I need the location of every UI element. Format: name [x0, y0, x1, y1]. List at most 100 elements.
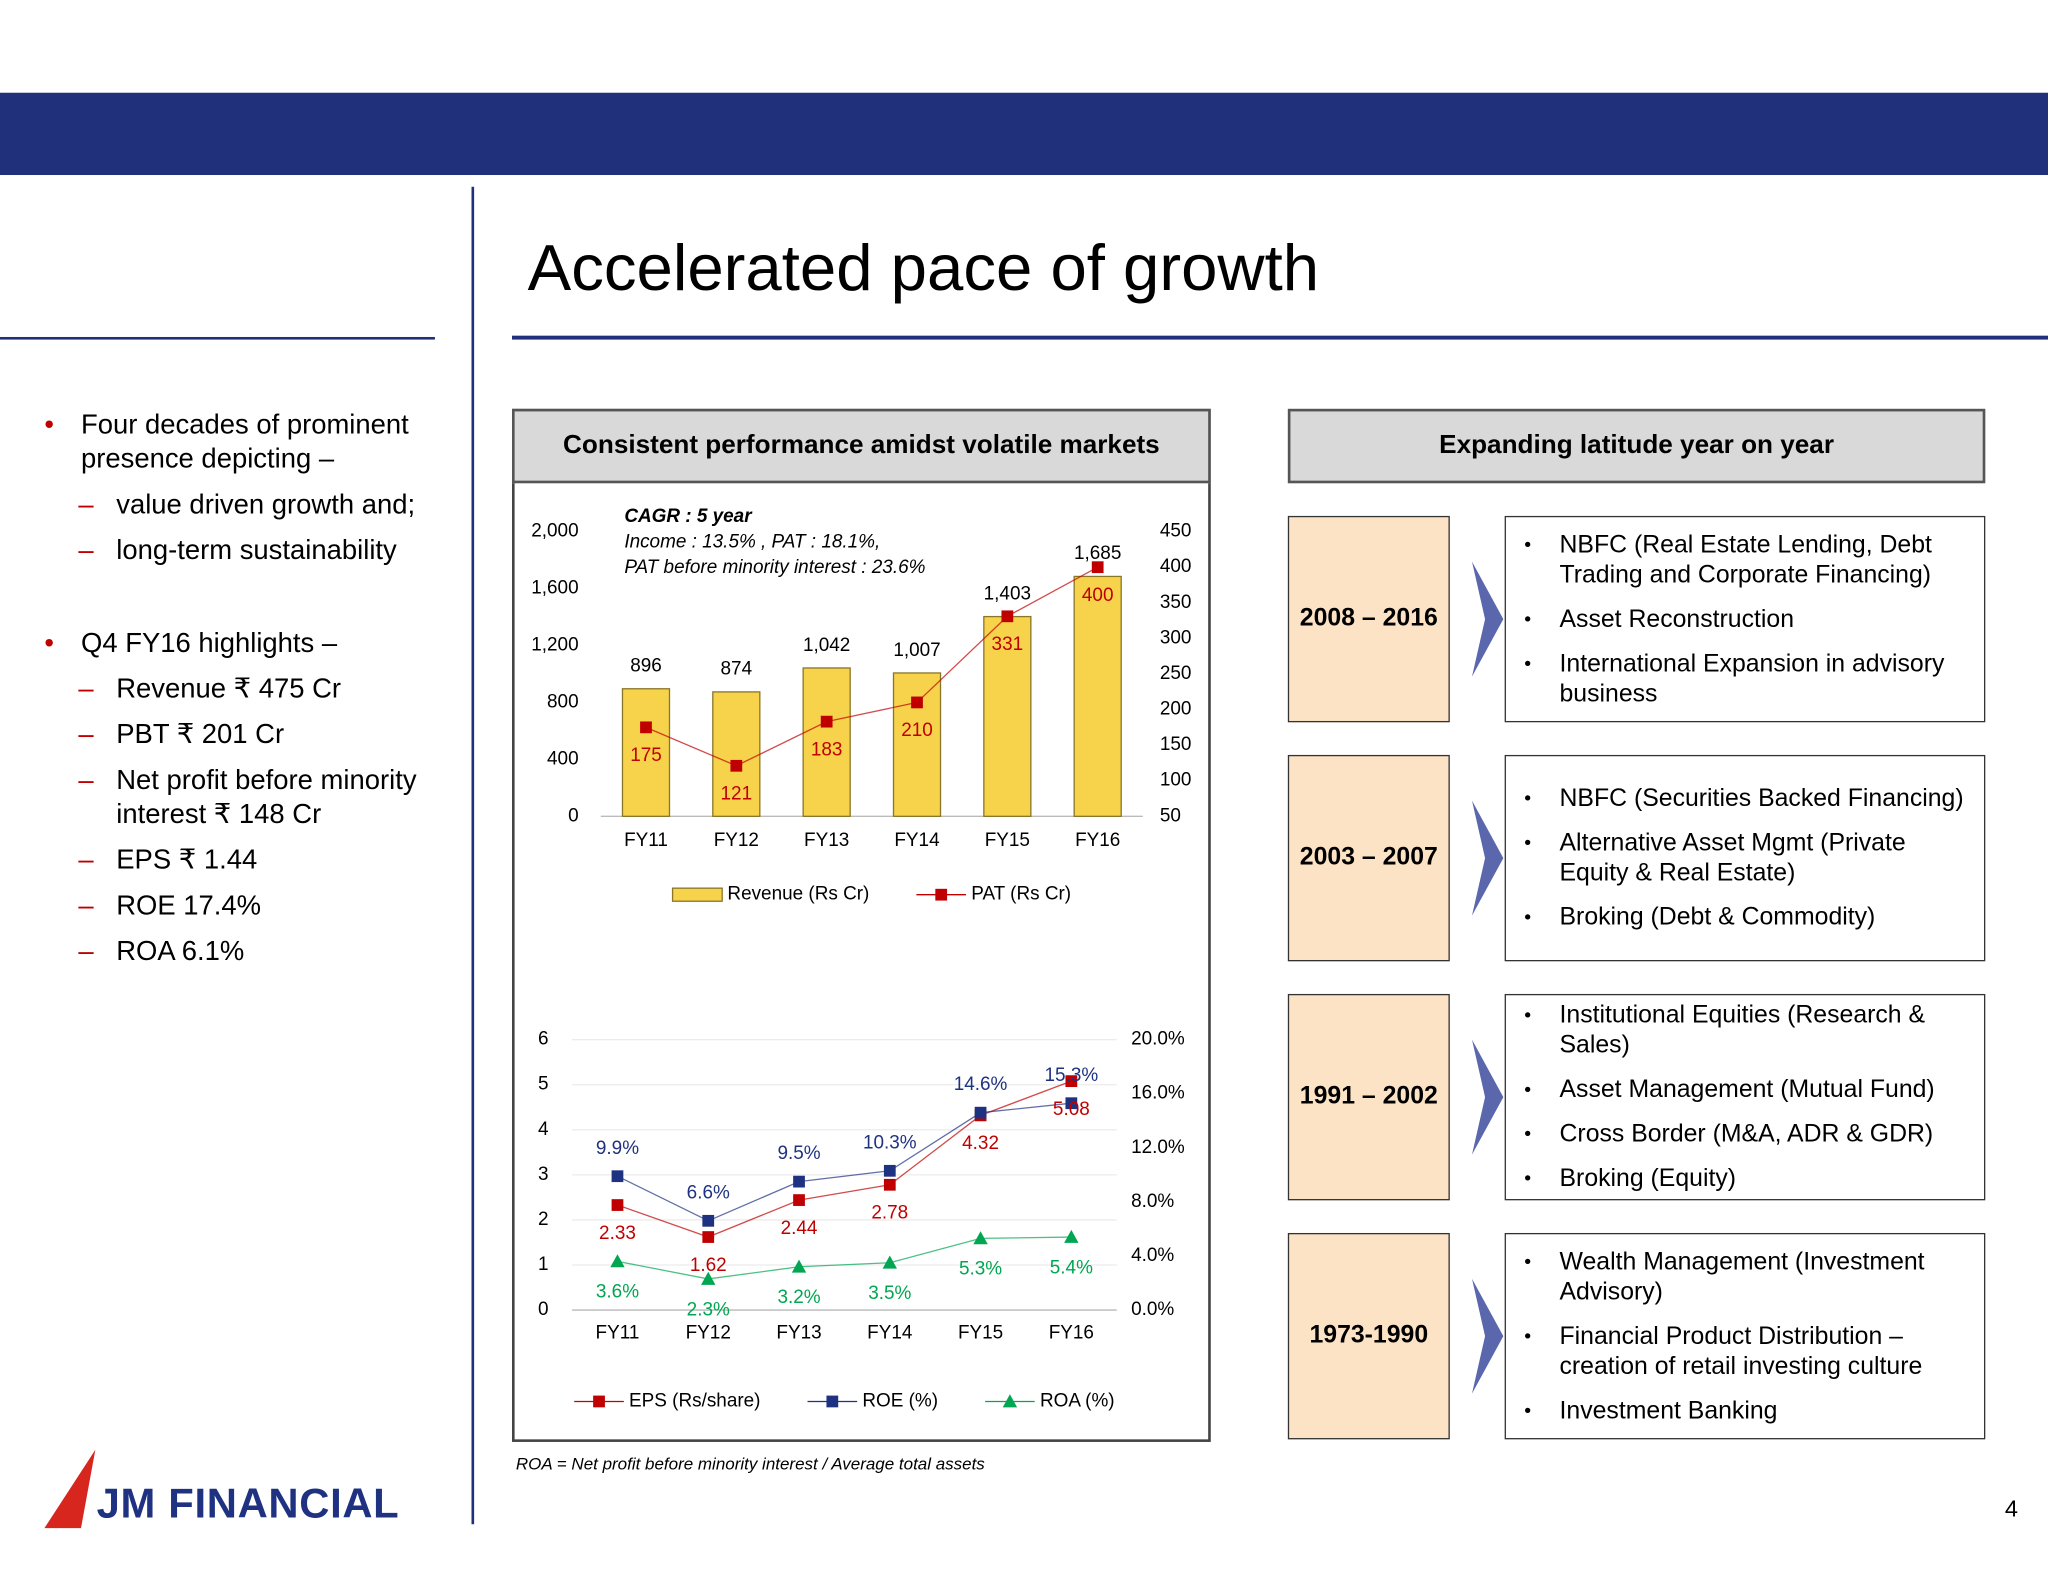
y2-tick-label: 350 [1160, 592, 1192, 613]
sub-bullet: ROE 17.4% [39, 889, 437, 923]
marker [820, 715, 833, 728]
value-label: 3.6% [596, 1282, 639, 1303]
annotation: PAT before minority interest : 23.6% [624, 557, 925, 578]
y2-tick-label: 400 [1160, 556, 1192, 577]
period-item: Wealth Management (Investment Advisory) [1506, 1247, 1968, 1307]
y-tick-label: 1,600 [531, 578, 578, 599]
marker [883, 1178, 896, 1191]
y2-tick-label: 0.0% [1131, 1299, 1174, 1320]
timeline-arrow [1471, 561, 1504, 677]
value-label: 1,007 [893, 640, 940, 661]
logo-mark [44, 1449, 96, 1529]
marker [1001, 610, 1014, 623]
y-tick-label: 5 [538, 1074, 549, 1095]
y2-tick-label: 16.0% [1131, 1083, 1185, 1104]
y-tick-label: 0 [538, 1299, 549, 1320]
y2-tick-label: 20.0% [1131, 1029, 1185, 1050]
period-item: International Expansion in advisory busi… [1506, 648, 1968, 708]
marker [593, 1395, 605, 1408]
y2-tick-label: 450 [1160, 521, 1192, 542]
marker [610, 1254, 625, 1268]
legend-label: EPS (Rs/share) [629, 1390, 760, 1411]
logo: JM FINANCIAL [96, 1479, 400, 1527]
bar [1073, 575, 1122, 817]
y2-tick-label: 100 [1160, 770, 1192, 791]
value-label: 1,042 [803, 635, 850, 656]
value-label: 2.3% [687, 1299, 730, 1320]
x-tick-label: FY14 [894, 830, 939, 851]
value-label: 1,403 [984, 583, 1031, 604]
value-label: 400 [1082, 585, 1114, 606]
period-years: 2003 – 2007 [1287, 754, 1450, 962]
rule [0, 336, 435, 340]
y-tick-label: 4 [538, 1119, 549, 1140]
timeline-title: Expanding latitude year on year [1287, 408, 1986, 484]
period-items: Wealth Management (Investment Advisory) F… [1504, 1232, 1986, 1440]
x-tick-label: FY12 [714, 830, 759, 851]
marker [702, 1231, 715, 1243]
value-label: 3.5% [868, 1283, 911, 1304]
value-label: 10.3% [863, 1132, 917, 1153]
x-tick-label: FY15 [985, 830, 1030, 851]
bar [802, 667, 851, 817]
y-tick-label: 1,200 [531, 634, 578, 655]
legend: EPS (Rs/share) ROE (%) ROA (%) [574, 1390, 1115, 1411]
x-tick-label: FY13 [804, 830, 849, 851]
sub-bullet: EPS ₹ 1.44 [39, 844, 437, 878]
period-item: Broking (Equity) [1506, 1164, 1968, 1194]
y-tick-label: 400 [547, 748, 579, 769]
marker [730, 759, 743, 772]
legend-label: Revenue (Rs Cr) [727, 884, 869, 905]
bullet: Q4 FY16 highlights – [39, 627, 437, 661]
value-label: 5.3% [959, 1259, 1002, 1280]
marker [883, 1164, 896, 1177]
marker [611, 1199, 624, 1211]
y-tick-label: 3 [538, 1164, 549, 1185]
period-items: NBFC (Real Estate Lending, Debt Trading … [1504, 515, 1986, 723]
bar [712, 691, 761, 817]
y2-tick-label: 4.0% [1131, 1245, 1174, 1266]
value-label: 175 [630, 745, 662, 766]
marker [1002, 1394, 1018, 1408]
period-item: Cross Border (M&A, ADR & GDR) [1506, 1119, 1968, 1149]
period-item: Institutional Equities (Research & Sales… [1506, 1000, 1968, 1060]
period-item: Alternative Asset Mgmt (Private Equity &… [1506, 828, 1968, 888]
x-tick-label: FY12 [686, 1323, 731, 1344]
value-label: 183 [811, 739, 843, 760]
sub-bullet: PBT ₹ 201 Cr [39, 718, 437, 752]
panel-title: Consistent performance amidst volatile m… [511, 408, 1211, 484]
period-years: 2008 – 2016 [1287, 515, 1450, 723]
period-item: Asset Reconstruction [1506, 604, 1968, 634]
x-tick-label: FY14 [867, 1323, 912, 1344]
value-label: 5.08 [1053, 1099, 1090, 1120]
marker [882, 1255, 897, 1269]
period-items: Institutional Equities (Research & Sales… [1504, 993, 1986, 1201]
value-label: 4.32 [962, 1133, 999, 1154]
sub-bullet: Net profit before minority interest ₹ 14… [39, 764, 437, 832]
legend-swatch [671, 887, 723, 902]
x-tick-label: FY13 [776, 1323, 821, 1344]
bullet-group: Four decades of prominent presence depic… [39, 409, 437, 568]
legend-label: ROA (%) [1040, 1390, 1115, 1411]
marker [791, 1259, 807, 1273]
marker [1064, 1229, 1079, 1243]
marker [911, 696, 923, 709]
value-label: 9.5% [777, 1143, 820, 1164]
marker [974, 1106, 987, 1119]
marker [826, 1395, 839, 1408]
y-tick-label: 2 [538, 1209, 549, 1230]
timeline-arrow [1471, 1278, 1504, 1394]
y2-tick-label: 150 [1160, 734, 1192, 755]
period-item: Financial Product Distribution – creatio… [1506, 1321, 1968, 1381]
series-line [617, 1080, 1072, 1238]
value-label: 3.2% [777, 1287, 820, 1308]
marker [701, 1271, 716, 1285]
page-number: 4 [2004, 1495, 2018, 1522]
timeline-arrow [1471, 1039, 1504, 1155]
annotation: Income : 13.5% , PAT : 18.1%, [624, 532, 880, 553]
period-items: NBFC (Securities Backed Financing) Altern… [1504, 754, 1986, 962]
series-line [645, 566, 1098, 767]
period-item: Investment Banking [1506, 1396, 1968, 1426]
value-label: 2.33 [599, 1223, 636, 1244]
